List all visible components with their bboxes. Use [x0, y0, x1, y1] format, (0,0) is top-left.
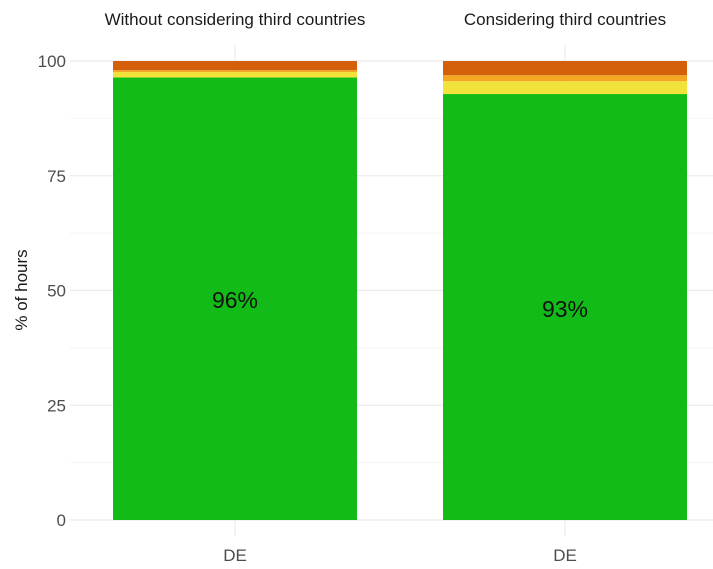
x-tick-label-left: DE [223, 546, 247, 565]
bar-segment [113, 61, 357, 71]
y-tick-label: 75 [47, 167, 66, 186]
bar-value-label-right: 93% [542, 296, 588, 322]
bar-segment [113, 72, 357, 78]
bar-segment [443, 81, 687, 95]
bar-value-label-left: 96% [212, 287, 258, 313]
y-tick-label: 0 [57, 511, 66, 530]
bar-segment [443, 75, 687, 82]
bar-segment [443, 61, 687, 76]
y-axis-title: % of hours [12, 249, 31, 330]
facet-title-left: Without considering third countries [105, 10, 366, 29]
y-tick-label: 25 [47, 396, 66, 415]
x-tick-label-right: DE [553, 546, 577, 565]
bar-segment [443, 94, 687, 520]
y-tick-label: 50 [47, 282, 66, 301]
facet-title-right: Considering third countries [464, 10, 666, 29]
y-tick-label: 100 [38, 52, 66, 71]
bars [113, 61, 687, 521]
bar-segment [113, 77, 357, 521]
bar-segment [113, 70, 357, 73]
labels: % of hours Without considering third cou… [12, 10, 666, 565]
y-axis-ticks: 0 25 50 75 100 [38, 52, 66, 530]
